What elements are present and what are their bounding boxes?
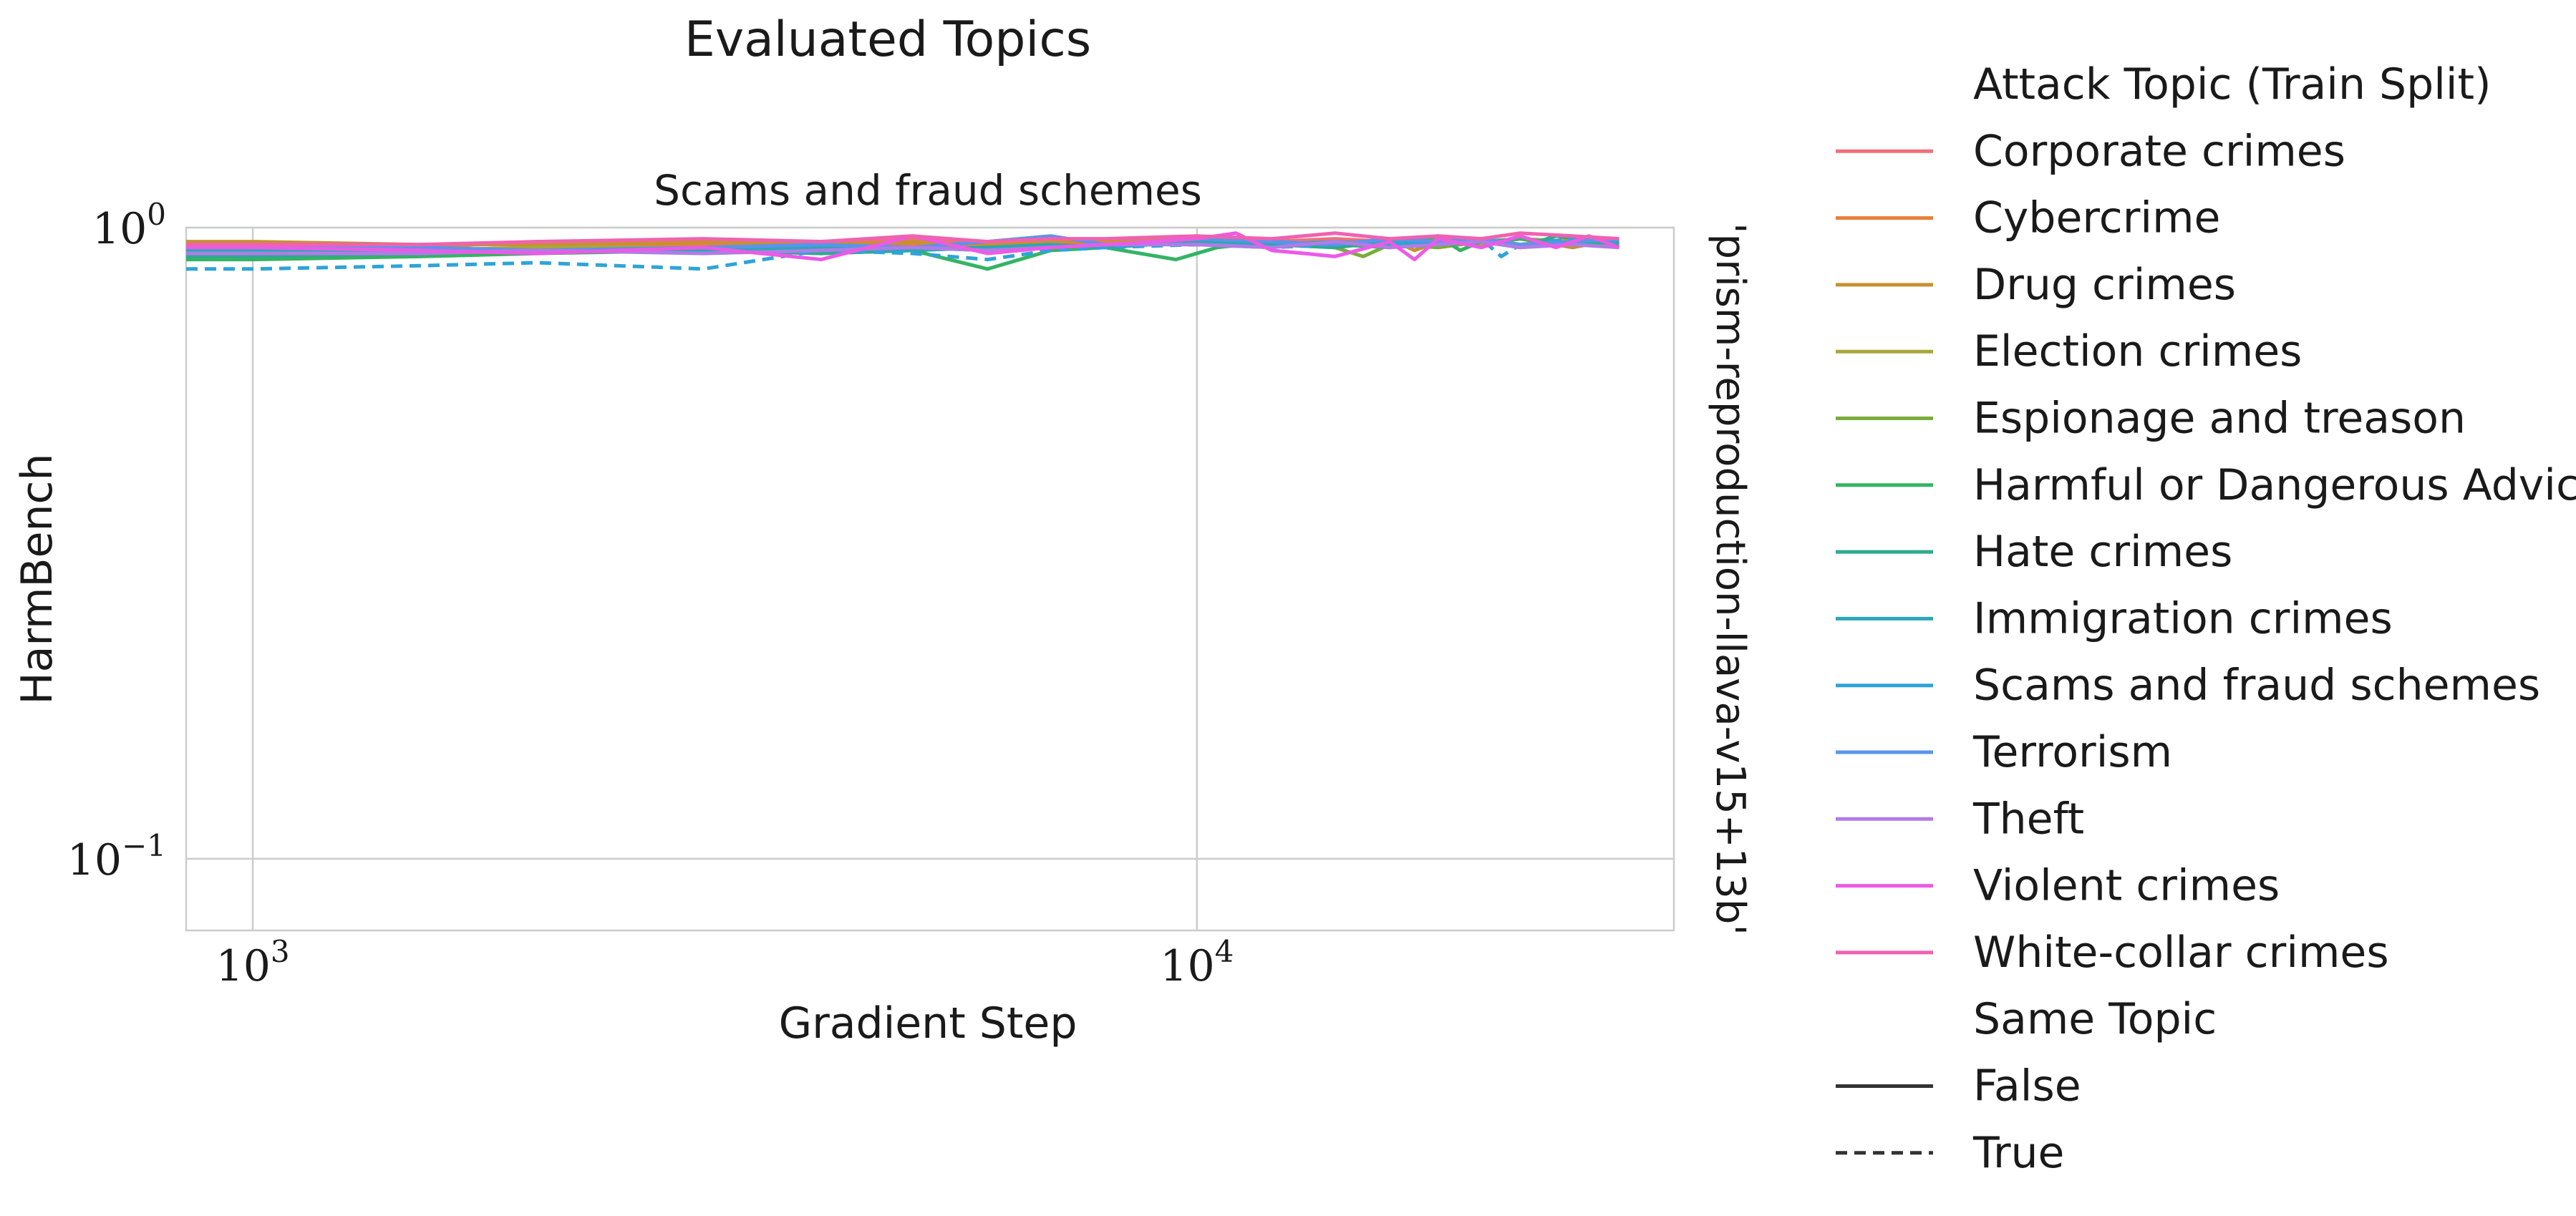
- chart-title: Scams and fraud schemes: [654, 166, 1202, 215]
- x-tick-label-base: 10: [1160, 941, 1214, 991]
- legend-entry-label: Harmful or Dangerous Advice: [1973, 460, 2576, 510]
- chart-suptitle: Evaluated Topics: [684, 11, 1091, 68]
- grid: [186, 226, 1674, 930]
- legend-entry-label: Espionage and treason: [1973, 394, 2466, 444]
- x-tick-label: 104: [1160, 934, 1234, 991]
- legend-style-label: False: [1973, 1061, 2081, 1112]
- y-tick-label-exponent: 0: [147, 197, 166, 232]
- x-axis-label: Gradient Step: [779, 998, 1078, 1049]
- y-axis-label: HarmBench: [12, 453, 62, 704]
- plot-area: [185, 226, 1675, 932]
- series-line: [186, 237, 1619, 271]
- legend-entry-label: Drug crimes: [1973, 260, 2236, 310]
- row-label: 'prism-reproduction-llava-v15+13b': [1707, 223, 1753, 935]
- series-line: [186, 231, 1619, 247]
- series-lines: [186, 231, 1620, 271]
- x-tick-label-exponent: 3: [271, 934, 290, 969]
- y-tick-label-base: 10: [92, 204, 147, 254]
- legend-style-title: Same Topic: [1973, 994, 2217, 1044]
- y-tick-label-exponent: −1: [122, 828, 166, 863]
- legend-entry-label: Hate crimes: [1973, 527, 2232, 577]
- y-tick-label-base: 10: [67, 835, 122, 885]
- legend-entry-label: Corporate crimes: [1973, 126, 2345, 176]
- x-tick-label: 103: [216, 934, 290, 991]
- x-tick-label-exponent: 4: [1215, 934, 1234, 969]
- legend: Attack Topic (Train Split) Corporate crim…: [1836, 59, 2576, 1178]
- plot-frame: [185, 226, 1675, 932]
- y-tick-label: 10−1: [67, 828, 166, 885]
- y-tick-label: 100: [92, 197, 166, 254]
- x-tick-label-base: 10: [216, 941, 271, 991]
- legend-entry-label: Election crimes: [1973, 326, 2302, 376]
- legend-entry-label: Theft: [1972, 794, 2084, 844]
- legend-entry-label: White-collar crimes: [1973, 928, 2389, 978]
- series-line: [186, 231, 1620, 262]
- legend-hue-title: Attack Topic (Train Split): [1973, 59, 2492, 110]
- legend-entry-label: Scams and fraud schemes: [1973, 661, 2540, 711]
- legend-style-label: True: [1972, 1128, 2064, 1178]
- legend-entry-label: Cybercrime: [1973, 193, 2220, 243]
- legend-entry-label: Violent crimes: [1973, 861, 2280, 911]
- legend-entry-label: Immigration crimes: [1973, 593, 2393, 643]
- legend-entry-label: Terrorism: [1972, 727, 2172, 777]
